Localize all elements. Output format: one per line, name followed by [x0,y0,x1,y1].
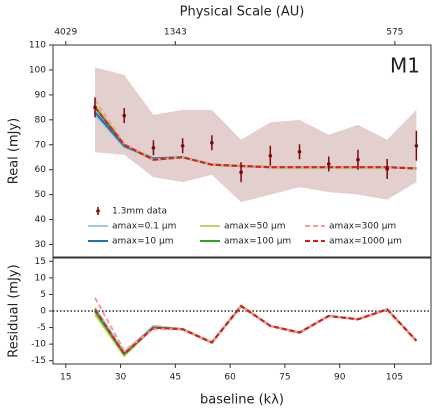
y-axis-label: Residual (mJy) [7,264,22,357]
y-tick-label: 30 [35,240,47,250]
data-point [385,167,389,171]
data-point [414,143,419,148]
x-tick-label: 60 [224,373,236,383]
model-line [94,297,418,353]
y-tick-label: 10 [35,273,47,283]
y-tick-label: 15 [35,257,46,267]
y-tick-label: -5 [37,323,46,333]
y-tick-label: -15 [31,356,46,366]
x-axis-label: baseline (kλ) [200,393,284,408]
legend-label: amax=0.1 μm [112,222,176,232]
y-tick-label: 90 [35,90,47,100]
x2-tick-label: 4029 [54,28,77,38]
x-tick-label: 30 [115,373,127,383]
x-tick-label: 75 [279,373,290,383]
data-point [326,162,331,166]
y-tick-label: -10 [31,340,46,350]
data-point [151,145,156,150]
model-line [94,304,418,356]
data-point [180,143,185,148]
y-tick-label: 5 [40,290,46,300]
model-line [94,304,418,356]
y-tick-label: 60 [35,165,47,175]
data-point [297,149,302,154]
legend-label: amax=50 μm [224,222,285,232]
legend-marker [96,209,100,213]
x2-tick-label: 1343 [164,28,187,38]
uncertainty-band [95,67,417,203]
model-line [94,106,417,170]
data-point [268,153,273,158]
x2-tick-label: 575 [386,28,403,38]
data-point [122,113,127,118]
plot-area [93,67,419,203]
y-tick-label: 0 [40,307,46,317]
y-tick-label: 100 [29,65,46,75]
plot-area [53,297,431,358]
x-tick-label: 15 [60,373,71,383]
annotation: M1 [390,54,420,78]
model-line [94,304,418,358]
y-tick-label: 110 [29,41,46,51]
legend-label: amax=1000 μm [329,237,402,247]
x-tick-label: 90 [334,373,346,383]
x2-axis-label: Physical Scale (AU) [180,5,305,20]
x-tick-label: 45 [170,373,181,383]
model-line [94,304,418,355]
data-point [356,157,360,162]
x-tick-label: 105 [386,373,403,383]
y-tick-label: 50 [35,190,47,200]
data-point [210,140,214,145]
model-line [94,304,418,356]
legend-label: amax=100 μm [224,237,291,247]
legend-label: amax=300 μm [329,222,396,232]
y-tick-label: 80 [35,115,47,125]
data-point [239,170,243,174]
y-axis-label: Real (mJy) [7,118,22,185]
legend-label: amax=10 μm [112,237,173,247]
y-tick-label: 40 [35,215,47,225]
y-tick-label: 70 [35,140,47,150]
plot-frame [52,44,432,258]
data-point [93,105,97,110]
legend-label: 1.3mm data [112,207,167,217]
